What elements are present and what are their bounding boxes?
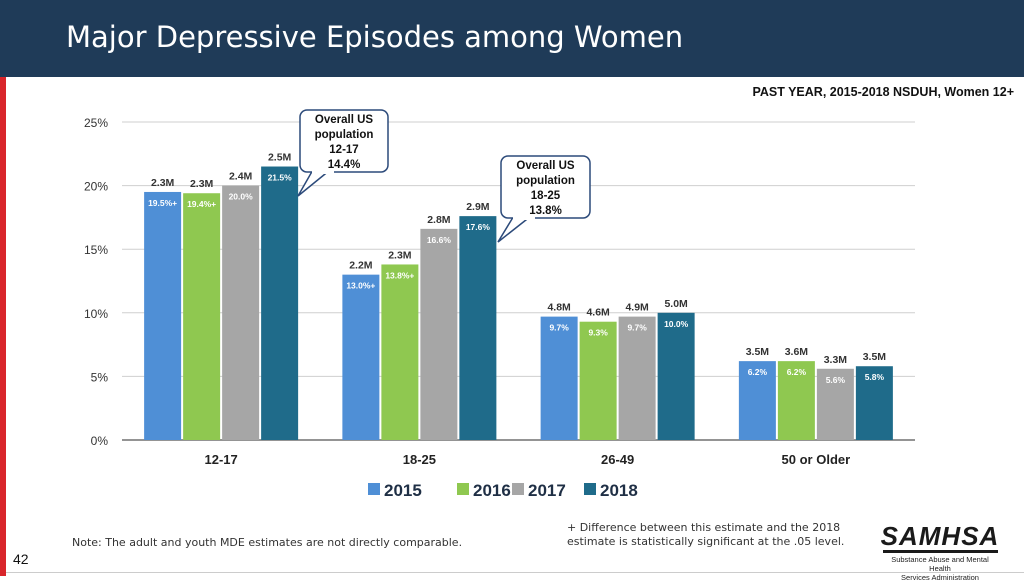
- legend-label: 2018: [600, 481, 638, 500]
- bar-value-label: 16.6%: [427, 235, 452, 245]
- legend-label: 2016: [473, 481, 511, 500]
- legend-swatch: [512, 483, 524, 495]
- bar: [657, 312, 695, 440]
- bar: [459, 216, 497, 440]
- chart-subtitle: PAST YEAR, 2015-2018 NSDUH, Women 12+: [752, 85, 1014, 99]
- bar: [618, 316, 656, 440]
- logo-wordmark: SAMHSA: [880, 521, 1000, 551]
- x-tick-label: 18-25: [403, 452, 436, 467]
- bar-count-label: 2.3M: [151, 177, 175, 189]
- note-text: Note: The adult and youth MDE estimates …: [72, 536, 463, 549]
- bar: [855, 366, 893, 440]
- bar-value-label: 9.7%: [549, 323, 569, 333]
- bar-value-label: 20.0%: [229, 192, 254, 202]
- samhsa-logo: SAMHSA Substance Abuse and Mental Health…: [880, 522, 1000, 582]
- callout-text: 13.8%: [529, 205, 562, 217]
- logo-subtitle-1: Substance Abuse and Mental Health: [891, 555, 989, 573]
- y-tick-label: 5%: [91, 370, 109, 384]
- bar: [381, 264, 419, 440]
- bar: [420, 228, 458, 440]
- bar-count-label: 2.3M: [190, 178, 214, 190]
- bar-count-label: 3.6M: [785, 346, 809, 358]
- bar: [816, 368, 854, 440]
- significance-footnote: + Difference between this estimate and t…: [567, 521, 845, 548]
- bar-count-label: 2.8M: [427, 214, 451, 226]
- legend-swatch: [368, 483, 380, 495]
- bar-value-label: 19.4%+: [187, 199, 216, 209]
- page-number: 42: [13, 551, 29, 567]
- bar-count-label: 2.3M: [388, 249, 412, 261]
- bar-value-label: 5.8%: [865, 372, 885, 382]
- bar-value-label: 6.2%: [787, 367, 807, 377]
- callout-joint: [513, 215, 535, 220]
- bar: [540, 316, 578, 440]
- bar-value-label: 19.5%+: [148, 198, 177, 208]
- bar-count-label: 5.0M: [664, 298, 688, 310]
- bar-count-label: 3.5M: [746, 346, 770, 358]
- y-tick-label: 20%: [84, 180, 108, 194]
- y-tick-label: 25%: [84, 116, 108, 130]
- callout-text: population: [315, 129, 374, 141]
- bar-count-label: 3.5M: [863, 351, 887, 363]
- legend-swatch: [457, 483, 469, 495]
- x-tick-label: 26-49: [601, 452, 634, 467]
- page-title: Major Depressive Episodes among Women: [66, 20, 684, 54]
- bar: [777, 361, 815, 440]
- callout-box: [299, 109, 389, 173]
- callout-text: Overall US: [516, 160, 574, 172]
- legend-label: 2015: [384, 481, 422, 500]
- bar: [579, 321, 617, 440]
- logo-subtitle-2: Services Administration: [901, 573, 979, 582]
- bar-value-label: 10.0%: [664, 319, 689, 329]
- callout-joint: [312, 169, 334, 174]
- bar-count-label: 4.8M: [547, 302, 571, 314]
- bar-count-label: 4.6M: [586, 307, 610, 319]
- x-tick-label: 12-17: [205, 452, 238, 467]
- bar-value-label: 13.8%+: [385, 270, 414, 280]
- callout-text: 14.4%: [328, 159, 361, 171]
- bar-value-label: 13.0%+: [346, 281, 375, 291]
- bar-count-label: 2.2M: [349, 260, 373, 272]
- bottom-divider: [6, 572, 1024, 573]
- bar-count-label: 4.9M: [625, 302, 649, 314]
- y-tick-label: 0%: [91, 434, 109, 448]
- callout-text: population: [516, 175, 575, 187]
- bar-count-label: 2.4M: [229, 171, 253, 183]
- bar: [183, 193, 221, 440]
- bar-value-label: 6.2%: [748, 367, 768, 377]
- bar-count-label: 3.3M: [824, 354, 848, 366]
- bar-count-label: 2.9M: [466, 201, 490, 213]
- callout-text: Overall US: [315, 114, 373, 126]
- bar-value-label: 17.6%: [466, 222, 491, 232]
- y-tick-label: 15%: [84, 243, 108, 257]
- bar-value-label: 21.5%: [268, 173, 293, 183]
- bar: [222, 185, 260, 440]
- callout-box: [500, 155, 591, 219]
- bar: [144, 191, 182, 440]
- y-tick-label: 10%: [84, 307, 108, 321]
- accent-bar: [0, 77, 6, 576]
- x-tick-label: 50 or Older: [782, 452, 851, 467]
- bar: [261, 166, 299, 440]
- bar-value-label: 5.6%: [826, 375, 846, 385]
- bar-count-label: 2.5M: [268, 152, 292, 164]
- callout-text: 12-17: [329, 144, 358, 156]
- bar: [342, 274, 380, 440]
- logo-rule: [882, 550, 998, 553]
- bar-value-label: 9.3%: [588, 328, 608, 338]
- bar-value-label: 9.7%: [627, 323, 647, 333]
- legend-label: 2017: [528, 481, 566, 500]
- header-bar: Major Depressive Episodes among Women: [0, 0, 1024, 77]
- legend-swatch: [584, 483, 596, 495]
- callout-text: 18-25: [531, 190, 561, 202]
- bar: [738, 361, 776, 440]
